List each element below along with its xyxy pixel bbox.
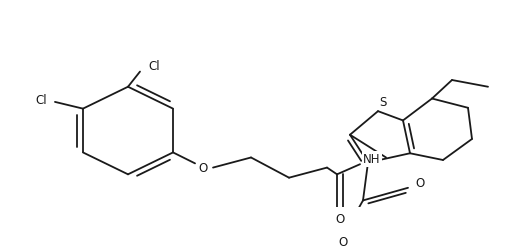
Text: Cl: Cl [35, 94, 47, 107]
Text: O: O [198, 162, 208, 175]
Text: S: S [379, 96, 387, 109]
Text: O: O [415, 177, 425, 190]
Text: Cl: Cl [148, 60, 160, 73]
Text: O: O [335, 213, 345, 226]
Text: NH: NH [363, 153, 381, 166]
Text: O: O [338, 236, 348, 246]
